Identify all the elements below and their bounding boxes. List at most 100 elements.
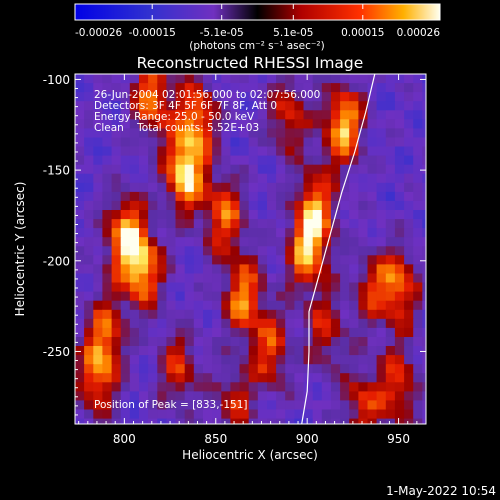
heatmap-cell	[394, 282, 405, 293]
heatmap-cell	[285, 137, 295, 148]
heatmap-cell	[129, 373, 140, 383]
heatmap-cell	[175, 200, 186, 211]
heatmap-cell	[312, 318, 323, 329]
heatmap-cell	[139, 101, 149, 111]
heatmap-cell	[93, 110, 103, 120]
heatmap-cell	[239, 182, 250, 193]
heatmap-cell	[340, 146, 350, 157]
heatmap-cell	[404, 364, 414, 374]
heatmap-cell	[102, 74, 113, 84]
heatmap-cell	[102, 83, 113, 93]
heatmap-cell	[413, 173, 423, 184]
heatmap-cell	[404, 146, 414, 157]
heatmap-cell	[212, 255, 222, 265]
heatmap-cell	[349, 110, 359, 120]
heatmap-cell	[422, 382, 426, 392]
heatmap-cell	[102, 246, 113, 256]
heatmap-cell	[84, 282, 94, 293]
heatmap-cell	[358, 255, 369, 265]
heatmap-cell	[303, 155, 314, 166]
heatmap-cell	[394, 391, 405, 402]
heatmap-cell	[93, 318, 103, 329]
heatmap-cell	[330, 137, 341, 148]
heatmap-cell	[175, 74, 186, 84]
heatmap-cell	[111, 164, 122, 175]
heatmap-cell	[349, 282, 359, 293]
heatmap-cell	[203, 364, 213, 374]
heatmap-cell	[157, 355, 167, 365]
heatmap-cell	[239, 409, 250, 420]
heatmap-cell	[285, 373, 295, 383]
heatmap-cell	[294, 182, 305, 193]
heatmap-cell	[120, 391, 131, 402]
heatmap-cell	[294, 346, 305, 356]
heatmap-cell	[248, 164, 259, 175]
heatmap-cell	[422, 83, 426, 93]
heatmap-cell	[248, 155, 259, 166]
heatmap-cell	[221, 364, 231, 374]
heatmap-cell	[148, 300, 158, 311]
heatmap-cell	[184, 400, 195, 411]
heatmap-cell	[413, 92, 423, 102]
x-tick-label: 800	[113, 432, 136, 446]
heatmap-cell	[376, 337, 387, 347]
heatmap-cell	[166, 128, 177, 139]
heatmap-cell	[157, 92, 167, 102]
axis-ticks: 800 850 900 950-250-200-150-100	[43, 73, 426, 446]
heatmap-cell	[157, 219, 167, 229]
heatmap-cell	[102, 346, 113, 356]
heatmap-cell	[257, 119, 268, 129]
heatmap-cell	[257, 155, 268, 166]
heatmap-cell	[139, 182, 149, 193]
heatmap-cell	[248, 264, 259, 275]
heatmap-cell	[157, 83, 167, 93]
heatmap-cell	[75, 318, 85, 329]
heatmap-cell	[394, 164, 405, 175]
heatmap-cell	[285, 327, 295, 338]
heatmap-cell	[422, 400, 426, 411]
heatmap-cell	[358, 101, 369, 111]
heatmap-cell	[175, 309, 186, 320]
heatmap-cell	[175, 300, 186, 311]
footer-timestamp: 1-May-2022 10:54	[386, 484, 496, 498]
heatmap-cell	[413, 364, 423, 374]
heatmap-cell	[394, 137, 405, 148]
heatmap-cell	[84, 309, 94, 320]
heatmap-cell	[193, 355, 204, 365]
heatmap-cell	[102, 119, 113, 129]
heatmap-cell	[139, 173, 149, 184]
heatmap-cell	[303, 309, 314, 320]
heatmap-cell	[267, 273, 277, 284]
heatmap-cell	[212, 282, 222, 293]
heatmap-cell	[139, 110, 149, 120]
heatmap-cell	[276, 346, 286, 356]
heatmap-cell	[404, 219, 414, 229]
heatmap-cell	[157, 137, 167, 148]
heatmap-cell	[330, 300, 341, 311]
heatmap-cell	[422, 200, 426, 211]
heatmap-cell	[394, 382, 405, 392]
heatmap-cell	[321, 110, 332, 120]
heatmap-cell	[385, 83, 396, 93]
heatmap-cell	[367, 355, 378, 365]
heatmap-cell	[349, 119, 359, 129]
heatmap-cell	[321, 346, 332, 356]
heatmap-cell	[330, 400, 341, 411]
heatmap-cell	[75, 264, 85, 275]
heatmap-cell	[84, 173, 94, 184]
heatmap-cell	[385, 237, 396, 247]
heatmap-cell	[413, 291, 423, 302]
heatmap-cell	[394, 228, 405, 238]
heatmap-cell	[166, 182, 177, 193]
heatmap-cell	[367, 200, 378, 211]
y-axis-label: Heliocentric Y (arcsec)	[13, 182, 27, 317]
heatmap-cell	[294, 282, 305, 293]
heatmap-cell	[340, 155, 350, 166]
heatmap-cell	[175, 83, 186, 93]
heatmap-cell	[212, 110, 222, 120]
heatmap-cell	[75, 400, 85, 411]
heatmap-cell	[422, 391, 426, 402]
heatmap-cell	[257, 101, 268, 111]
heatmap-cell	[321, 210, 332, 220]
heatmap-cell	[285, 300, 295, 311]
